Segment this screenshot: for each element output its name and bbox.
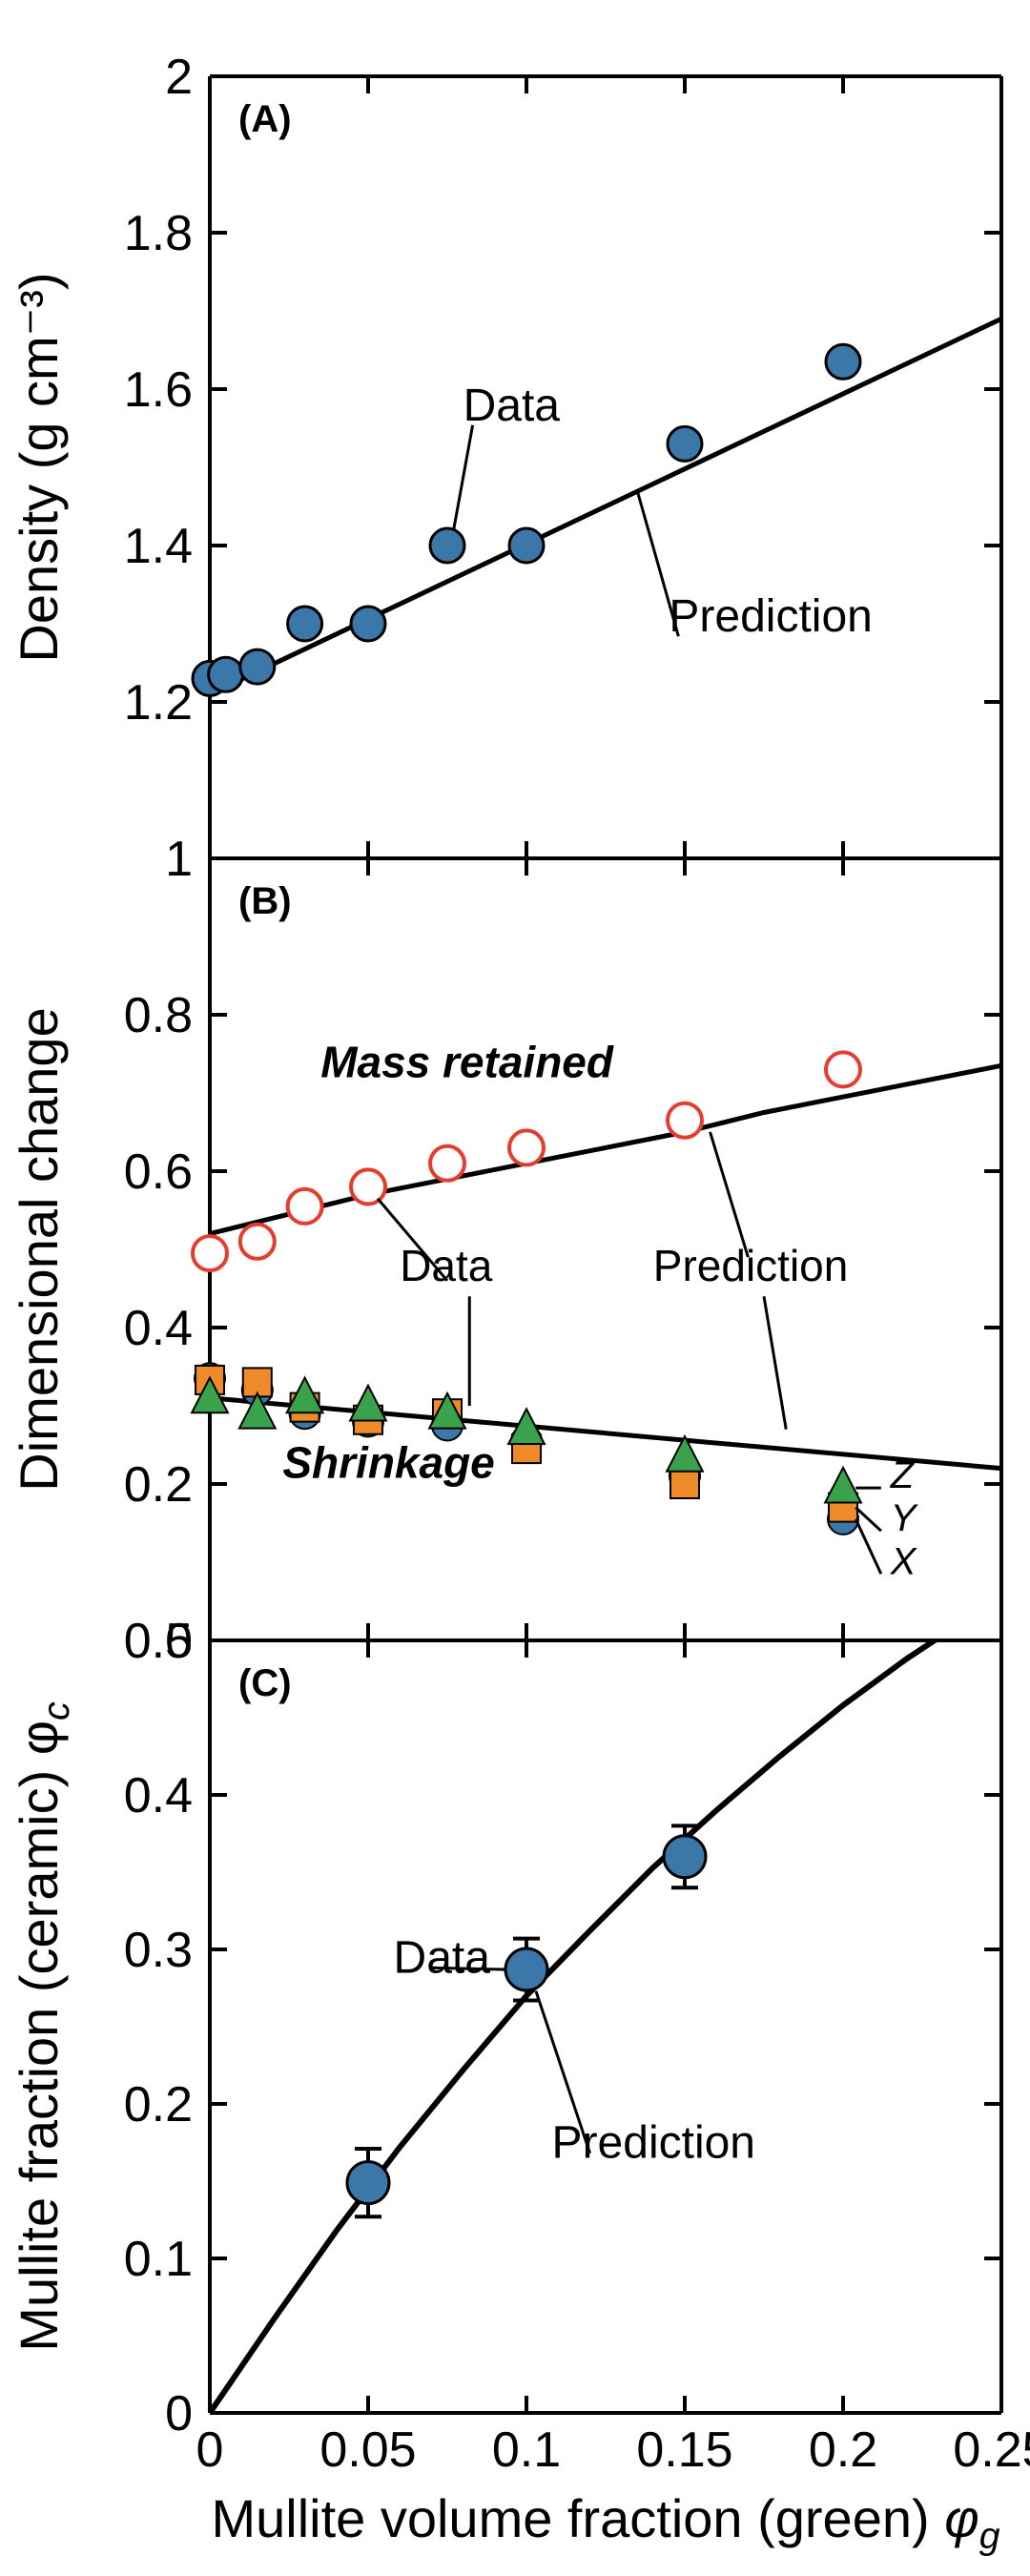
svg-text:X: X (890, 1540, 917, 1582)
svg-text:0: 0 (165, 2386, 193, 2442)
svg-text:0.1: 0.1 (492, 2422, 561, 2478)
svg-text:Data: Data (394, 1932, 491, 1983)
svg-text:1: 1 (165, 832, 193, 887)
svg-text:0.6: 0.6 (124, 1144, 193, 1200)
svg-text:0.2: 0.2 (124, 1457, 193, 1513)
svg-text:Mass retained: Mass retained (320, 1038, 614, 1087)
svg-text:0.1: 0.1 (124, 2232, 193, 2287)
svg-text:Prediction: Prediction (552, 2118, 755, 2169)
svg-text:0.2: 0.2 (124, 2077, 193, 2133)
svg-text:(C): (C) (238, 1662, 292, 1704)
svg-text:0.3: 0.3 (124, 1923, 193, 1978)
svg-text:Mullite fraction (ceramic) φc: Mullite fraction (ceramic) φc (9, 1701, 77, 2352)
svg-text:Dimensional change: Dimensional change (9, 1007, 69, 1491)
svg-text:Prediction: Prediction (669, 591, 872, 642)
svg-text:Y: Y (891, 1497, 919, 1539)
chart-svg: 1 1.2 1.4 1.6 1.8 2 (A) Density (g cm⁻³) Data Pre… (0, 0, 1030, 2571)
svg-text:(B): (B) (238, 880, 292, 922)
svg-text:Data: Data (400, 1241, 493, 1290)
svg-text:1.4: 1.4 (124, 519, 193, 574)
svg-text:0.5: 0.5 (124, 1614, 193, 1669)
svg-text:0.4: 0.4 (124, 1301, 193, 1356)
svg-text:1.2: 1.2 (124, 675, 193, 731)
svg-text:1.6: 1.6 (124, 362, 193, 418)
svg-text:0.15: 0.15 (636, 2422, 732, 2478)
svg-text:Mullite volume fraction (green: Mullite volume fraction (green) φg (211, 2488, 999, 2557)
figure-container: 1 1.2 1.4 1.6 1.8 2 (A) Density (g cm⁻³) Data Pre… (0, 0, 1030, 2571)
svg-text:Data: Data (464, 381, 561, 431)
svg-text:0.4: 0.4 (124, 1768, 193, 1824)
svg-text:0.2: 0.2 (809, 2422, 877, 2478)
svg-text:0.05: 0.05 (319, 2422, 416, 2478)
svg-text:(A): (A) (238, 98, 292, 140)
svg-text:2: 2 (165, 50, 193, 105)
svg-text:Density (g cm⁻³): Density (g cm⁻³) (9, 272, 69, 662)
svg-text:0.25: 0.25 (953, 2422, 1030, 2478)
svg-text:Shrinkage: Shrinkage (282, 1437, 494, 1487)
svg-text:Prediction: Prediction (653, 1241, 849, 1290)
svg-text:0.8: 0.8 (124, 988, 193, 1043)
svg-text:1.8: 1.8 (124, 206, 193, 261)
svg-text:0: 0 (196, 2422, 224, 2478)
svg-text:Z: Z (890, 1454, 916, 1496)
